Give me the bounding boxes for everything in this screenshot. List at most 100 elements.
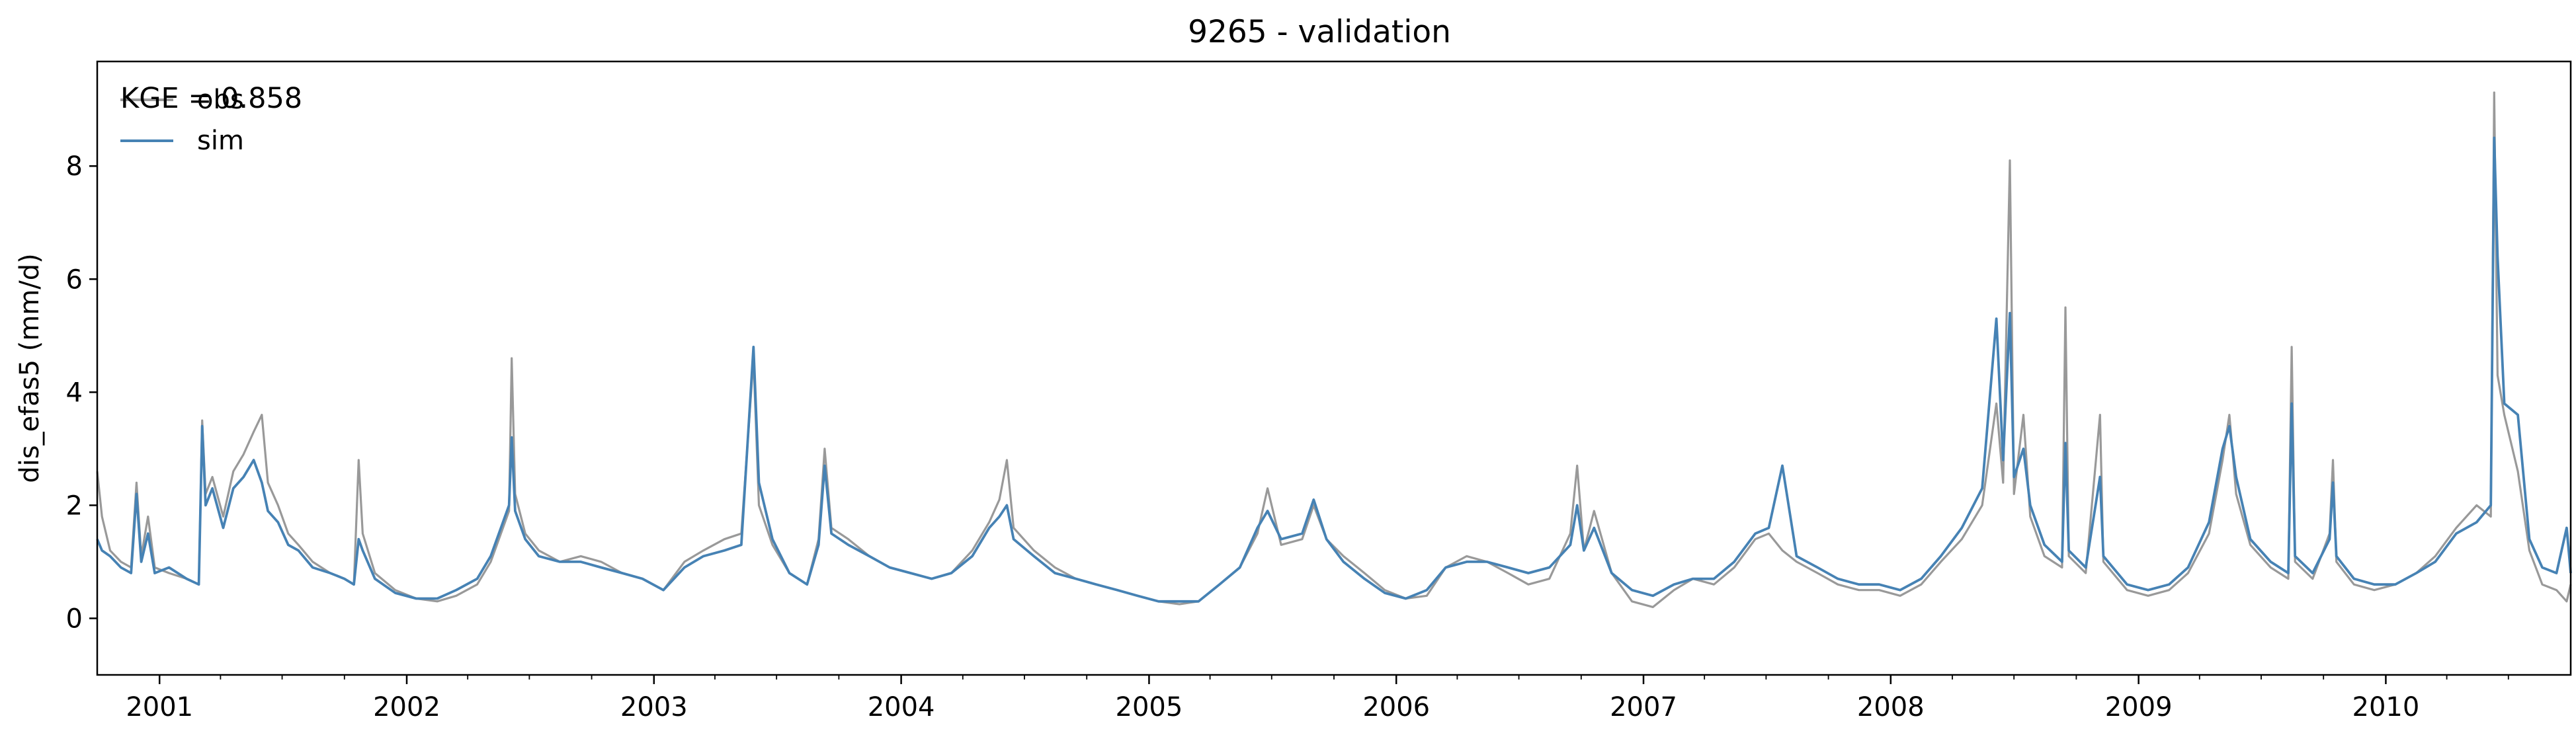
data-point-sim: [684, 566, 685, 568]
data-point-sim: [353, 584, 354, 585]
data-point-sim: [2555, 572, 2557, 574]
data-point-obs: [2335, 561, 2337, 563]
data-point-obs: [2493, 92, 2495, 93]
data-point-obs: [2542, 584, 2543, 585]
x-tick-label: 2008: [1857, 692, 1925, 722]
data-point-sim: [1267, 510, 1268, 512]
data-point-sim: [972, 555, 973, 557]
data-point-obs: [136, 482, 138, 483]
x-tick-label: 2003: [620, 692, 688, 722]
data-point-sim: [806, 584, 808, 585]
data-point-obs: [1878, 589, 1880, 591]
data-point-sim: [1095, 584, 1097, 585]
data-point-obs: [2022, 414, 2024, 416]
data-point-sim: [758, 482, 760, 483]
data-point-obs: [2030, 516, 2031, 518]
data-point-sim: [1673, 584, 1675, 585]
data-point-obs: [2208, 533, 2210, 534]
data-point-sim: [2009, 312, 2011, 314]
data-point-sim: [2434, 561, 2436, 563]
legend: obs sim: [120, 85, 244, 156]
data-point-sim: [1878, 584, 1880, 585]
data-point-sim: [2517, 414, 2518, 416]
data-point-sim: [186, 578, 188, 580]
data-point-sim: [147, 533, 149, 534]
data-point-sim: [1569, 544, 1571, 546]
data-point-sim: [2490, 504, 2491, 506]
data-point-obs: [1755, 538, 1756, 540]
data-point-sim: [1593, 527, 1595, 529]
data-point-obs: [2434, 555, 2436, 557]
data-point-sim: [1995, 318, 1997, 320]
data-point-sim: [212, 488, 213, 489]
data-point-sim: [267, 510, 269, 512]
data-point-obs: [601, 561, 602, 563]
data-point-sim: [2503, 403, 2505, 405]
kge-annotation: KGE = 0.858: [120, 82, 302, 115]
data-point-sim: [277, 522, 279, 523]
data-point-obs: [2099, 414, 2101, 416]
data-point-sim: [515, 510, 516, 512]
data-point-obs: [222, 516, 224, 518]
data-point-obs: [243, 453, 245, 455]
data-point-sim: [1631, 589, 1633, 591]
data-point-sim: [2542, 566, 2543, 568]
data-point-sim: [2415, 572, 2417, 574]
data-point-obs: [147, 516, 149, 518]
data-point-sim: [1405, 598, 1407, 600]
data-point-sim: [511, 437, 513, 438]
data-point-sim: [1507, 566, 1509, 568]
data-point-obs: [1466, 555, 1468, 557]
data-point-obs: [1006, 459, 1008, 461]
data-point-sim: [109, 555, 111, 557]
data-point-obs: [2003, 482, 2004, 483]
data-point-sim: [2374, 584, 2375, 585]
data-point-sim: [1054, 572, 1056, 574]
y-tick-label: 6: [66, 264, 83, 295]
data-point-sim: [1768, 527, 1770, 529]
data-point-obs: [1257, 533, 1259, 534]
data-point-sim: [374, 578, 376, 580]
y-tick-label: 4: [66, 377, 83, 408]
series-layer: [96, 91, 2572, 608]
data-point-sim: [950, 572, 952, 574]
data-point-obs: [2374, 589, 2375, 591]
data-point-sim: [2044, 544, 2046, 546]
data-point-sim: [358, 538, 360, 540]
data-point-sim: [1652, 595, 1654, 597]
data-point-sim: [130, 572, 132, 574]
data-point-obs: [684, 561, 685, 563]
data-point-obs: [2249, 544, 2251, 546]
data-point-obs: [233, 471, 234, 472]
data-point-obs: [2288, 578, 2289, 580]
data-point-obs: [2222, 459, 2223, 461]
data-point-obs: [500, 533, 502, 534]
data-point-obs: [1768, 533, 1770, 534]
data-point-sim: [2065, 442, 2066, 444]
data-point-sim: [1033, 555, 1035, 557]
data-point-obs: [2009, 159, 2011, 161]
data-point-sim: [1302, 533, 1303, 534]
data-point-obs: [2291, 346, 2292, 348]
data-point-sim: [140, 561, 142, 563]
data-point-obs: [2229, 414, 2230, 416]
data-point-sim: [910, 572, 911, 574]
data-point-obs: [1733, 566, 1735, 568]
data-point-sim: [1899, 589, 1901, 591]
x-tick-label: 2007: [1610, 692, 1677, 722]
data-point-sim: [1817, 566, 1818, 568]
data-point-obs: [394, 589, 396, 591]
data-point-sim: [559, 561, 561, 563]
data-point-obs: [1033, 550, 1035, 551]
data-point-obs: [312, 561, 313, 563]
data-point-obs: [2065, 307, 2066, 308]
data-point-sim: [1325, 538, 1327, 540]
data-point-sim: [1006, 504, 1008, 506]
data-point-sim: [2312, 572, 2313, 574]
x-tick-label: 2005: [1116, 692, 1183, 722]
data-point-sim: [415, 598, 417, 600]
data-point-sim: [1257, 527, 1259, 529]
data-point-sim: [490, 555, 491, 557]
data-point-sim: [889, 566, 890, 568]
data-point-sim: [205, 504, 206, 506]
